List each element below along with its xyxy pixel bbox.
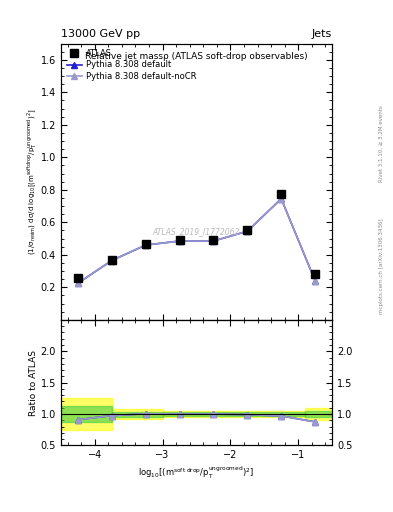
Pythia 8.308 default	[109, 258, 114, 264]
Pythia 8.308 default	[75, 280, 80, 286]
X-axis label: log$_{10}$[(m$^{\mathrm{soft\ drop}}$/p$_{\mathrm{T}}^{\mathrm{ungroomed}}$)$^2$: log$_{10}$[(m$^{\mathrm{soft\ drop}}$/p$…	[138, 464, 255, 481]
Pythia 8.308 default	[211, 238, 216, 244]
Pythia 8.308 default-noCR	[177, 238, 182, 244]
ATLAS	[211, 237, 216, 243]
ATLAS	[245, 226, 250, 232]
Pythia 8.308 default-noCR	[109, 258, 114, 264]
Text: 13000 GeV pp: 13000 GeV pp	[61, 29, 140, 39]
Pythia 8.308 default-noCR	[313, 278, 318, 284]
Pythia 8.308 default-noCR	[279, 196, 284, 202]
Pythia 8.308 default-noCR	[211, 238, 216, 244]
Pythia 8.308 default	[279, 196, 284, 202]
ATLAS	[313, 270, 318, 276]
Pythia 8.308 default	[245, 228, 250, 234]
Pythia 8.308 default	[143, 242, 148, 248]
ATLAS	[279, 191, 284, 197]
Pythia 8.308 default-noCR	[75, 280, 80, 286]
Text: mcplots.cern.ch [arXiv:1306.3436]: mcplots.cern.ch [arXiv:1306.3436]	[379, 219, 384, 314]
ATLAS	[143, 241, 148, 247]
Text: ATLAS_2019_I1772062: ATLAS_2019_I1772062	[153, 227, 240, 236]
Pythia 8.308 default	[313, 278, 318, 284]
Line: ATLAS: ATLAS	[74, 190, 319, 282]
ATLAS	[177, 237, 182, 243]
Text: Jets: Jets	[312, 29, 332, 39]
Y-axis label: Ratio to ATLAS: Ratio to ATLAS	[29, 350, 38, 416]
Line: Pythia 8.308 default: Pythia 8.308 default	[75, 196, 318, 286]
ATLAS	[109, 257, 114, 263]
Pythia 8.308 default-noCR	[245, 228, 250, 234]
Pythia 8.308 default	[177, 238, 182, 244]
Pythia 8.308 default-noCR	[143, 242, 148, 248]
Text: Rivet 3.1.10, ≥ 3.2M events: Rivet 3.1.10, ≥ 3.2M events	[379, 105, 384, 182]
Y-axis label: (1/σ$_{\mathrm{resim}}$) dσ/d log$_{10}$[(m$^{\mathrm{soft drop}}$/p$_{\mathrm{T: (1/σ$_{\mathrm{resim}}$) dσ/d log$_{10}$…	[26, 109, 39, 255]
Line: Pythia 8.308 default-noCR: Pythia 8.308 default-noCR	[75, 196, 318, 286]
Text: Relative jet massρ (ATLAS soft-drop observables): Relative jet massρ (ATLAS soft-drop obse…	[85, 52, 308, 61]
ATLAS	[75, 275, 80, 282]
Legend: ATLAS, Pythia 8.308 default, Pythia 8.308 default-noCR: ATLAS, Pythia 8.308 default, Pythia 8.30…	[65, 48, 198, 82]
